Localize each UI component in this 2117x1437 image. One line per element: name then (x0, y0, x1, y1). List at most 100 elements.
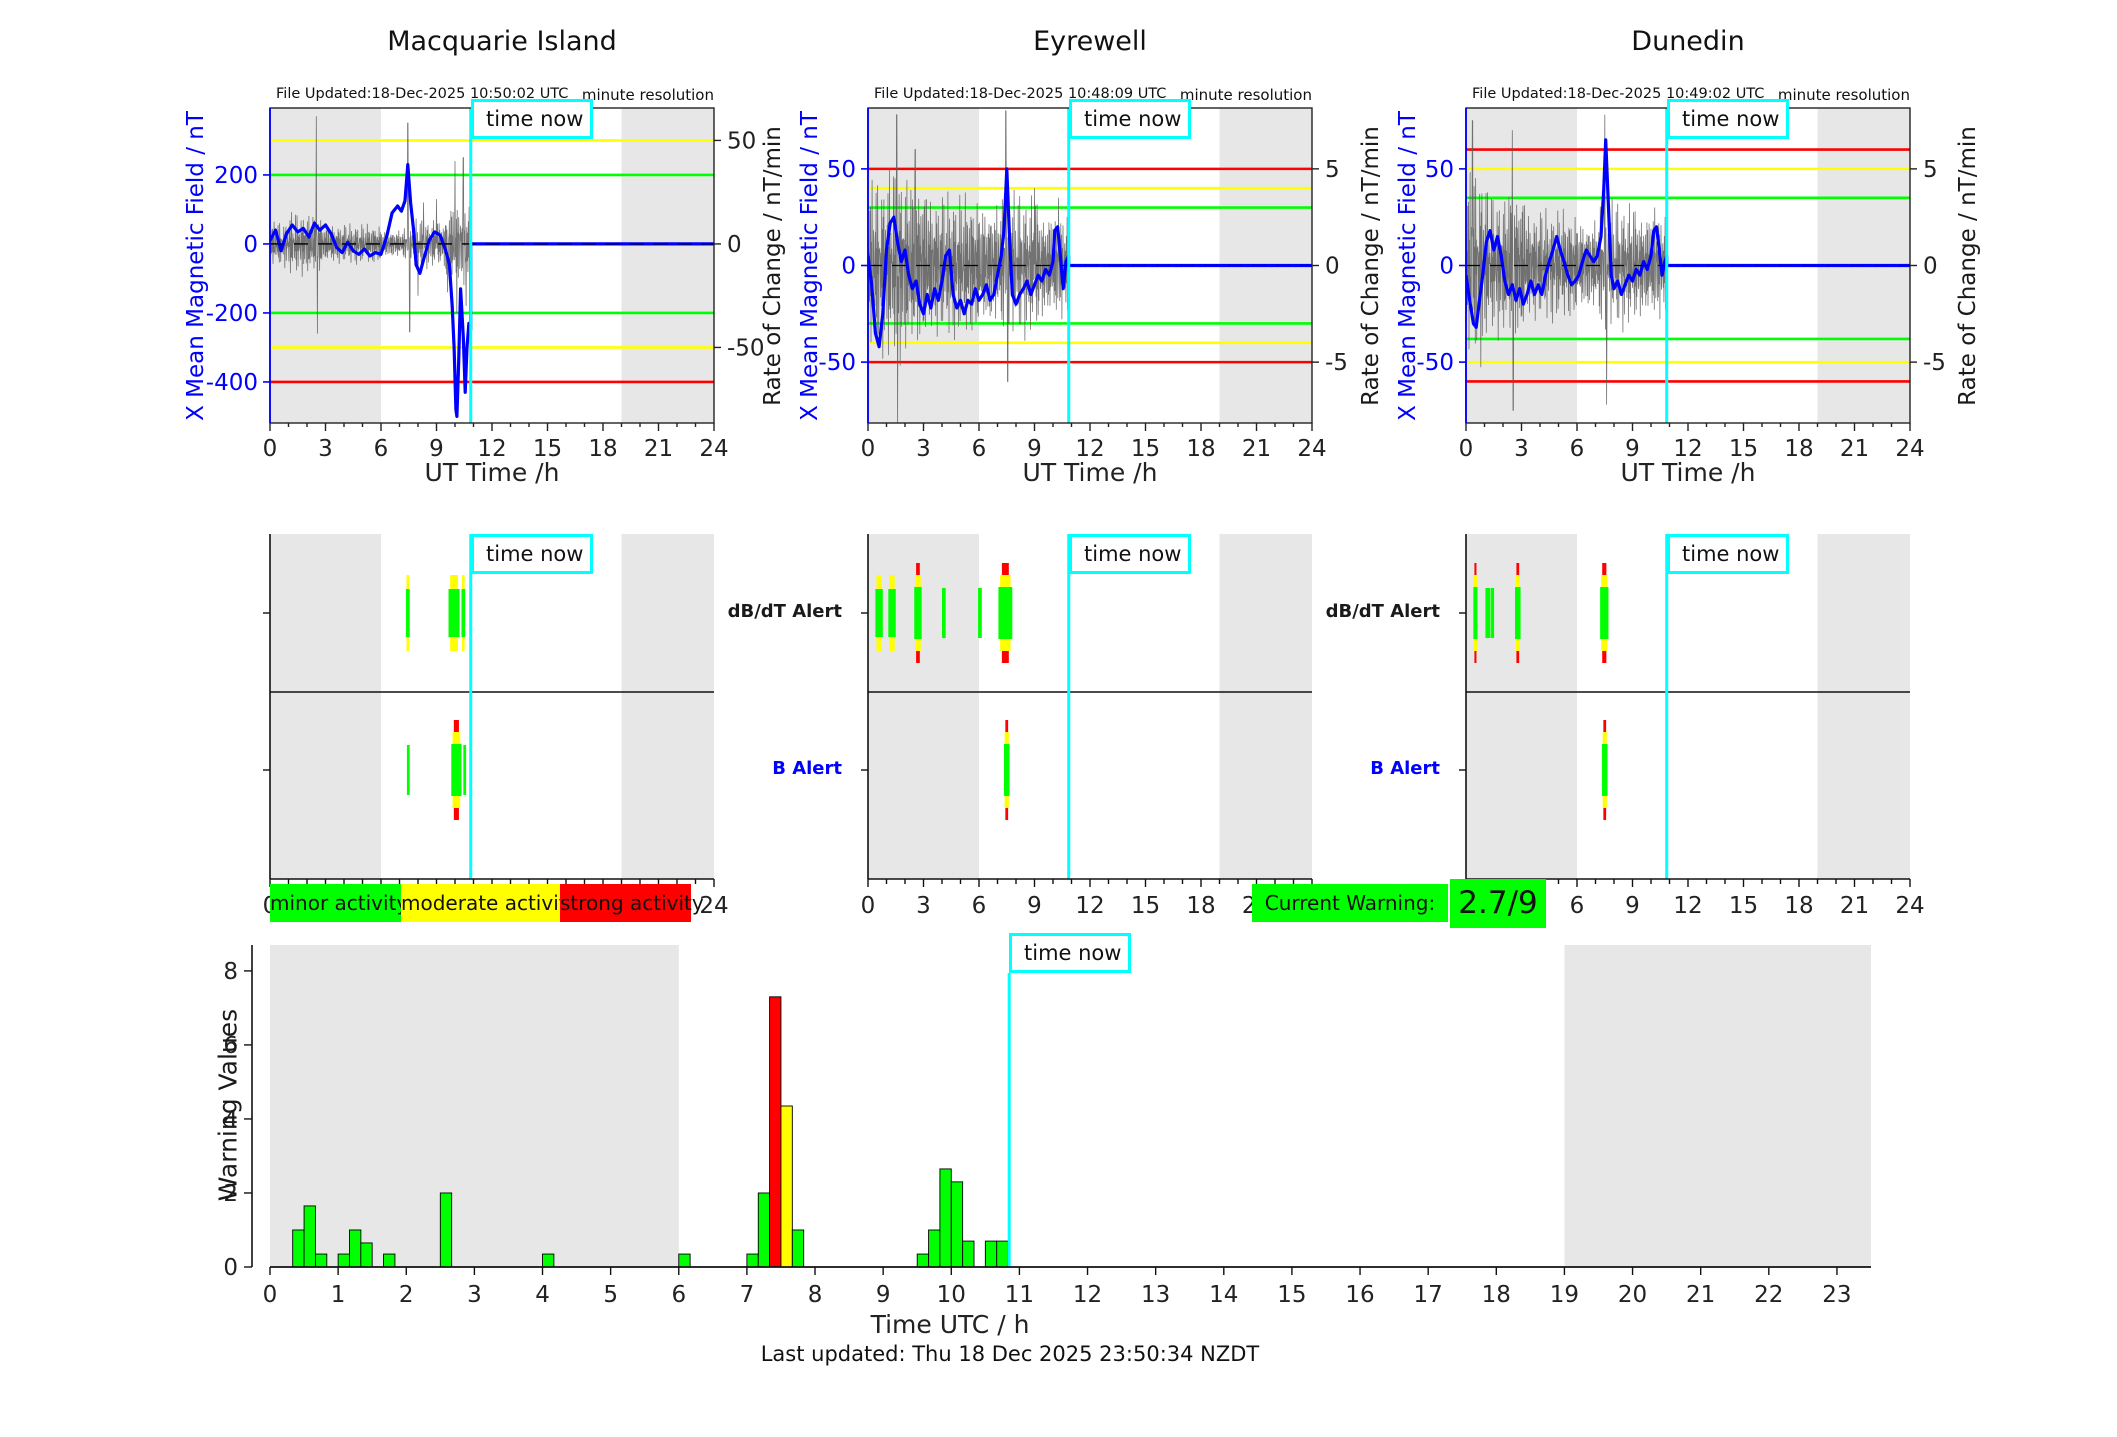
right-axis-label-dunedin: Rate of Change / nT/min (1955, 126, 1981, 406)
warning-bar (791, 1229, 805, 1268)
x-tick-label: 6 (374, 436, 389, 462)
x-tick-label: 23 (1822, 1282, 1851, 1308)
x-tick-label: 3 (318, 436, 333, 462)
right-tick-label: 0 (1923, 254, 1938, 280)
right-tick-label: -5 (1923, 350, 1946, 376)
warning-bar (303, 1205, 316, 1268)
left-tick-label: 50 (827, 157, 856, 183)
x-tick-label: 6 (972, 436, 987, 462)
station-topchart-macquarie-island: 0 3 6 9 12 15 18 21 24 200 0 -200 -400 50 0 -50 (206, 107, 765, 462)
rate-of-change-series (1466, 114, 1667, 411)
alert-mark-b (463, 745, 467, 795)
x-tick-label: 12 (1673, 893, 1702, 919)
x-tick-label: 3 (916, 893, 931, 919)
x-tick-label: 12 (477, 436, 506, 462)
alert-row-label-b-1: B Alert (772, 758, 842, 779)
warning-bar (383, 1253, 396, 1268)
file-updated-eyrewell: File Updated:18-Dec-2025 10:48:09 UTC (874, 86, 1167, 102)
right-tick-label: 5 (1923, 157, 1938, 183)
alert-mark-dbdt (448, 589, 460, 637)
alert-mark-dbdt (978, 588, 982, 638)
day-shade-band (621, 534, 714, 879)
alert-mark-dbdt (405, 589, 410, 637)
y-tick-label: 0 (223, 1255, 238, 1281)
alert-mark-dbdt (1485, 588, 1491, 638)
warning-bar (769, 996, 782, 1268)
x-tick-label: 24 (699, 893, 728, 919)
right-axis-label-macquarie: Rate of Change / nT/min (760, 126, 786, 406)
warning-bar (950, 1181, 964, 1268)
alert-mark-b (451, 744, 462, 796)
time-now-box-top-1: time now (471, 99, 593, 139)
x-tick-label: 6 (1570, 893, 1585, 919)
file-updated-macquarie: File Updated:18-Dec-2025 10:50:02 UTC (276, 86, 569, 102)
warning-bar (314, 1253, 328, 1268)
last-updated-text: Last updated: Thu 18 Dec 2025 23:50:34 N… (760, 1342, 1260, 1366)
x-tick-label: 15 (1131, 436, 1160, 462)
legend-minor-activity: minor activity (270, 884, 408, 922)
warning-bar (360, 1242, 373, 1268)
day-shade-band (270, 945, 679, 1267)
x-tick-label: 2 (399, 1282, 414, 1308)
warning-bar (337, 1253, 350, 1268)
warning-values-ylabel: Warning Values (213, 1008, 243, 1202)
alert-mark-dbdt (1600, 587, 1609, 639)
alert-mark-dbdt (461, 589, 466, 637)
day-shade-band (1564, 945, 1871, 1267)
x-tick-label: 6 (972, 893, 987, 919)
x-tick-label: 15 (1131, 893, 1160, 919)
x-tick-label: 24 (1895, 893, 1924, 919)
warning-bar (746, 1253, 759, 1268)
warning-bar (292, 1229, 305, 1268)
x-tick-label: 5 (603, 1282, 618, 1308)
left-tick-label: -400 (206, 370, 258, 396)
x-tick-label: 15 (533, 436, 562, 462)
x-tick-label: 12 (1075, 436, 1104, 462)
left-tick-label: 50 (1425, 157, 1454, 183)
resolution-note-eyrewell: minute resolution (1179, 86, 1312, 104)
x-tick-label: 21 (1686, 1282, 1715, 1308)
x-tick-label: 12 (1673, 436, 1702, 462)
alert-mark-dbdt (875, 589, 883, 637)
resolution-note-dunedin: minute resolution (1777, 86, 1910, 104)
day-shade-band (270, 108, 381, 423)
file-updated-dunedin: File Updated:18-Dec-2025 10:49:02 UTC (1472, 86, 1765, 102)
day-shade-band (270, 534, 381, 879)
x-tick-label: 21 (1840, 436, 1869, 462)
x-tick-label: 18 (1482, 1282, 1511, 1308)
xaxis-label-eyrewell: UT Time /h (1022, 458, 1158, 487)
x-tick-label: 24 (1297, 436, 1326, 462)
y-tick-label: 4 (223, 1107, 238, 1133)
left-axis-label-eyrewell: X Mean Magnetic Field / nT (797, 111, 823, 421)
warning-bar (757, 1192, 771, 1268)
alert-mark-dbdt (1490, 588, 1495, 638)
x-tick-label: 21 (644, 436, 673, 462)
x-tick-label: 9 (429, 436, 444, 462)
x-tick-label: 0 (263, 436, 278, 462)
left-axis-label-macquarie: X Mean Magnetic Field / nT (183, 111, 209, 421)
x-tick-label: 10 (937, 1282, 966, 1308)
x-tick-label: 6 (1570, 436, 1585, 462)
x-tick-label: 21 (1242, 436, 1271, 462)
x-tick-label: 3 (916, 436, 931, 462)
x-tick-label: 19 (1550, 1282, 1579, 1308)
x-tick-label: 0 (1459, 436, 1474, 462)
x-mean-field-series (868, 167, 1312, 349)
x-tick-label: 9 (1625, 893, 1640, 919)
x-tick-label: 18 (588, 436, 617, 462)
left-axis-label-dunedin: X Mean Magnetic Field / nT (1395, 111, 1421, 421)
left-tick-label: -50 (1416, 350, 1454, 376)
warning-bar (939, 1168, 952, 1268)
x-tick-label: 14 (1209, 1282, 1238, 1308)
alert-mark-b (1003, 744, 1010, 796)
x-tick-label: 3 (1514, 436, 1529, 462)
alert-mark-dbdt (888, 589, 896, 637)
legend-strong-activity: strong activity (560, 884, 704, 922)
warning-bar (542, 1253, 555, 1268)
station-title-macquarie: Macquarie Island (387, 26, 617, 57)
warning-bar (678, 1253, 691, 1268)
time-now-box-bottom: time now (1009, 933, 1131, 973)
